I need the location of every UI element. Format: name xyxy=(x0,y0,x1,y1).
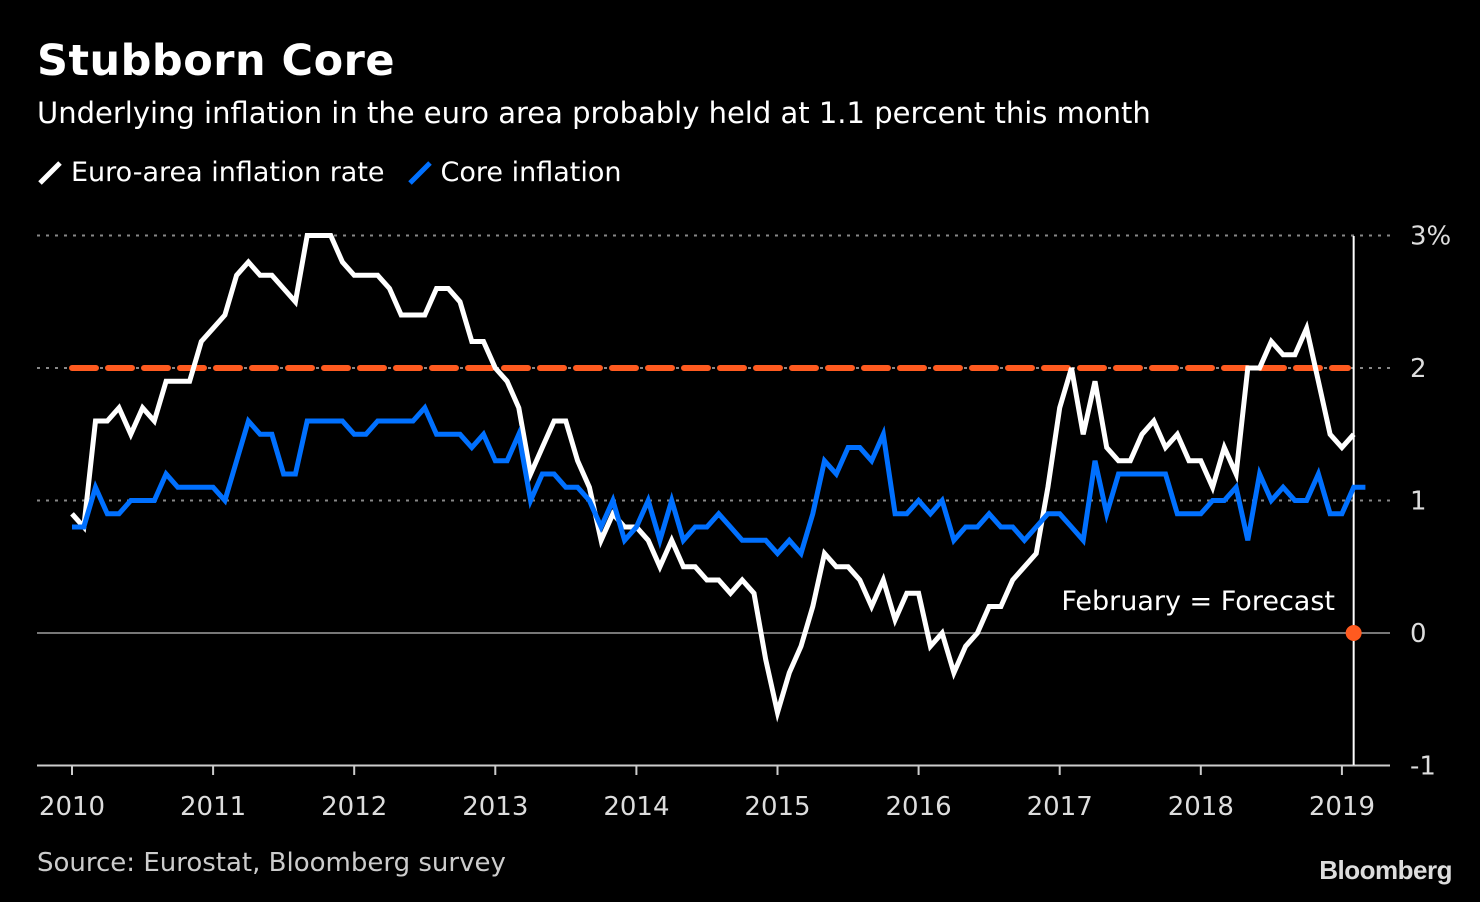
y-tick-label: 0 xyxy=(1410,619,1427,649)
chart-title: Stubborn Core xyxy=(37,36,395,86)
forecast-dot xyxy=(1345,625,1362,641)
x-tick-label: 2012 xyxy=(321,792,387,822)
x-tick-label: 2013 xyxy=(462,792,528,822)
x-tick-label: 2018 xyxy=(1168,792,1234,822)
headline-line xyxy=(70,233,1356,723)
x-tick-label: 2015 xyxy=(744,792,810,822)
core-line xyxy=(72,403,1366,559)
series-headline xyxy=(70,233,1356,723)
y-tick-label: -1 xyxy=(1410,752,1436,782)
chart-subtitle: Underlying inflation in the euro area pr… xyxy=(37,96,1151,130)
forecast-label: February = Forecast xyxy=(1061,586,1335,617)
y-tick-label: 1 xyxy=(1410,487,1427,517)
series-core xyxy=(71,403,1366,559)
y-tick-label: 2 xyxy=(1410,354,1427,384)
legend: Euro-area inflation rate Core inflation xyxy=(37,157,622,188)
source-note: Source: Eurostat, Bloomberg survey xyxy=(37,848,506,878)
x-tick-label: 2010 xyxy=(39,792,105,822)
x-tick-label: 2014 xyxy=(603,792,669,822)
legend-swatch-core xyxy=(407,160,432,185)
x-tick-label: 2019 xyxy=(1309,792,1375,822)
legend-item-headline: Euro-area inflation rate xyxy=(37,157,385,188)
bloomberg-logo: Bloomberg xyxy=(1319,855,1452,885)
x-tick-label: 2016 xyxy=(886,792,952,822)
legend-swatch-headline xyxy=(38,160,62,185)
legend-item-core: Core inflation xyxy=(407,157,622,188)
x-tick-label: 2017 xyxy=(1027,792,1093,822)
legend-label-headline: Euro-area inflation rate xyxy=(71,157,385,188)
legend-label-core: Core inflation xyxy=(440,157,622,188)
y-tick-label: 3% xyxy=(1410,222,1451,252)
x-tick-label: 2011 xyxy=(180,792,246,822)
